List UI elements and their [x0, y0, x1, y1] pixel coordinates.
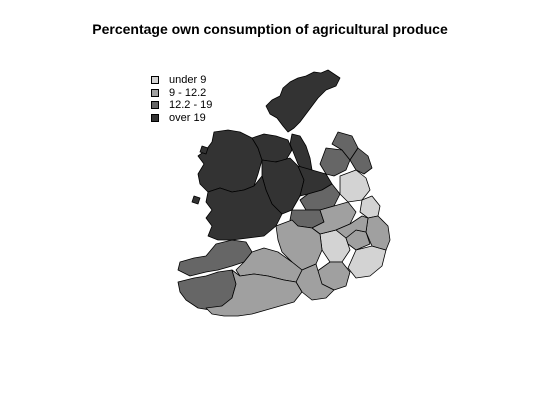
region-sligo	[251, 133, 293, 163]
legend-swatch	[151, 88, 159, 97]
region-dublin	[359, 195, 381, 219]
region-donegal	[265, 69, 341, 133]
legend-item-12-19: 12.2 - 19	[151, 99, 212, 112]
legend-item-under-9: under 9	[151, 74, 212, 87]
region-wexford	[347, 245, 387, 279]
region-louth	[349, 147, 373, 175]
region-meath	[339, 169, 371, 203]
map-title: Percentage own consumption of agricultur…	[92, 21, 448, 37]
region-carlow	[335, 215, 369, 239]
region-cork	[205, 269, 303, 317]
region-galway	[205, 175, 283, 241]
legend-item-over-19: over 19	[151, 112, 212, 125]
region-island-a	[191, 195, 201, 205]
legend-label: 12.2 - 19	[169, 99, 213, 112]
legend-item-9-12: 9 - 12.2	[151, 87, 212, 100]
legend-swatch	[151, 113, 159, 122]
legend-label: 9 - 12.2	[169, 86, 207, 99]
legend-swatch	[151, 101, 159, 110]
legend-swatch	[151, 76, 159, 85]
legend-label: over 19	[169, 111, 206, 124]
legend-label: under 9	[169, 74, 207, 87]
region-tipperary	[275, 219, 323, 271]
region-wicklow	[365, 215, 391, 251]
region-island-b	[199, 145, 209, 155]
map-legend: under 9 9 - 12.2 12.2 - 19 over 19	[151, 74, 212, 124]
region-clare	[177, 239, 253, 277]
